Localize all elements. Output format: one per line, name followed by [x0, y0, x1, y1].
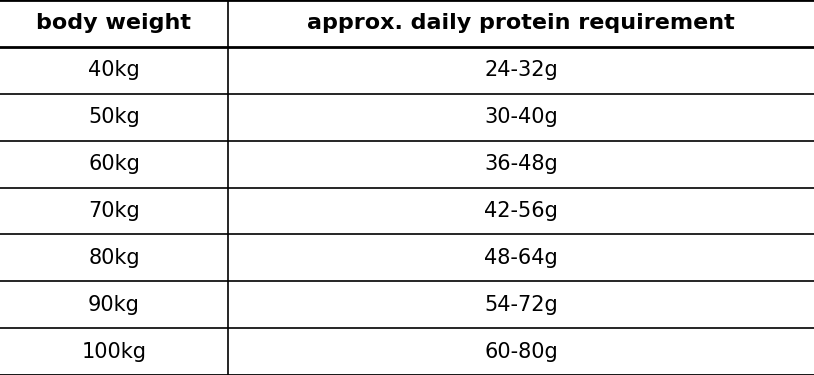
Text: 40kg: 40kg [88, 60, 140, 80]
Text: 48-64g: 48-64g [484, 248, 558, 268]
Text: 42-56g: 42-56g [484, 201, 558, 221]
Text: approx. daily protein requirement: approx. daily protein requirement [307, 13, 735, 33]
Text: 80kg: 80kg [88, 248, 140, 268]
Text: 70kg: 70kg [88, 201, 140, 221]
Text: 60kg: 60kg [88, 154, 140, 174]
Text: 24-32g: 24-32g [484, 60, 558, 80]
Text: 30-40g: 30-40g [484, 107, 558, 127]
Text: 100kg: 100kg [81, 342, 147, 362]
Text: 90kg: 90kg [88, 295, 140, 315]
Text: 54-72g: 54-72g [484, 295, 558, 315]
Text: 60-80g: 60-80g [484, 342, 558, 362]
Text: 36-48g: 36-48g [484, 154, 558, 174]
Text: 50kg: 50kg [88, 107, 140, 127]
Text: body weight: body weight [37, 13, 191, 33]
